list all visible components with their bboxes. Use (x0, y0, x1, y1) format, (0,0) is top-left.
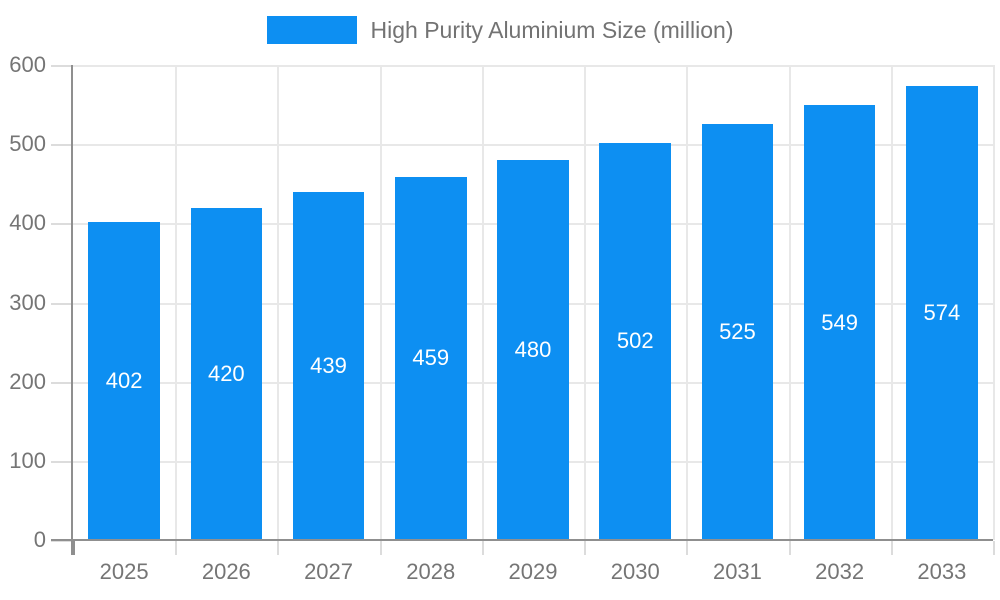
bar-value-label: 480 (514, 337, 552, 362)
bar-value-label: 439 (310, 353, 347, 379)
v-gridline (890, 65, 893, 540)
h-gridline (73, 144, 993, 147)
bar-2032[interactable]: 549 (803, 105, 876, 540)
bar-2027[interactable]: 439 (292, 192, 365, 540)
v-gridline (788, 65, 791, 540)
y-axis-label: 600 (9, 52, 46, 77)
bar-value-label: 549 (821, 309, 858, 335)
v-gridline (686, 65, 689, 540)
v-gridline (379, 65, 382, 540)
bar-value-label: 459 (412, 345, 450, 371)
y-axis-label: 400 (9, 210, 46, 236)
plot-area: 0 100 200 300 400 500 600 402 2025 420 2026 439 2027… (9, 52, 995, 584)
bar-value-label: 420 (207, 360, 245, 386)
v-gridline (993, 65, 995, 540)
y-tick (51, 460, 73, 463)
bar-2025[interactable]: 402 (88, 221, 160, 540)
x-tick (788, 541, 791, 555)
x-tick (584, 541, 587, 555)
x-tick (379, 541, 382, 555)
x-axis-label: 2025 (99, 559, 149, 584)
bar-2030[interactable]: 502 (599, 142, 671, 540)
bar-2029[interactable]: 480 (497, 160, 569, 540)
legend[interactable]: High Purity Aluminium Size (million) (0, 16, 1000, 44)
y-axis-label: 300 (9, 289, 46, 315)
y-tick (51, 144, 73, 147)
y-axis-label: 100 (9, 447, 46, 473)
v-gridline (584, 65, 587, 540)
x-axis-label: 2028 (406, 559, 456, 584)
x-tick (686, 541, 689, 555)
bar-2026[interactable]: 420 (190, 207, 263, 540)
x-axis (51, 539, 993, 541)
y-tick (51, 65, 73, 67)
legend-swatch (266, 16, 357, 44)
x-tick (481, 541, 484, 555)
x-axis-label: 2030 (610, 559, 660, 584)
x-axis-label: 2029 (508, 559, 558, 584)
x-tick (175, 541, 178, 555)
v-gridline (175, 65, 178, 540)
v-gridline (481, 65, 484, 540)
y-axis-label: 0 (33, 527, 46, 552)
x-tick (277, 541, 280, 555)
y-tick (51, 302, 73, 305)
bar-2028[interactable]: 459 (395, 176, 467, 540)
bar-value-label: 402 (105, 367, 143, 393)
x-axis-label: 2032 (815, 559, 865, 584)
legend-label: High Purity Aluminium Size (million) (370, 16, 734, 43)
v-gridline (277, 65, 280, 540)
x-axis-label: 2026 (201, 559, 251, 584)
bar-value-label: 525 (719, 319, 756, 345)
x-tick (993, 541, 995, 555)
x-axis-label: 2027 (304, 559, 354, 584)
x-tick (73, 541, 75, 555)
x-axis-label: 2033 (917, 559, 967, 584)
h-gridline (73, 65, 993, 67)
x-tick (890, 541, 893, 555)
bar-value-label: 502 (616, 328, 654, 354)
bar-value-label: 574 (923, 299, 961, 325)
y-axis-label: 200 (9, 368, 46, 394)
y-tick (51, 223, 73, 226)
x-axis-label: 2031 (712, 559, 762, 584)
bar-2031[interactable]: 525 (701, 124, 774, 540)
y-axis-label: 500 (9, 131, 46, 157)
y-axis (71, 65, 73, 555)
y-tick (51, 381, 73, 384)
y-tick (51, 540, 73, 542)
bar-2033[interactable]: 574 (906, 85, 978, 540)
